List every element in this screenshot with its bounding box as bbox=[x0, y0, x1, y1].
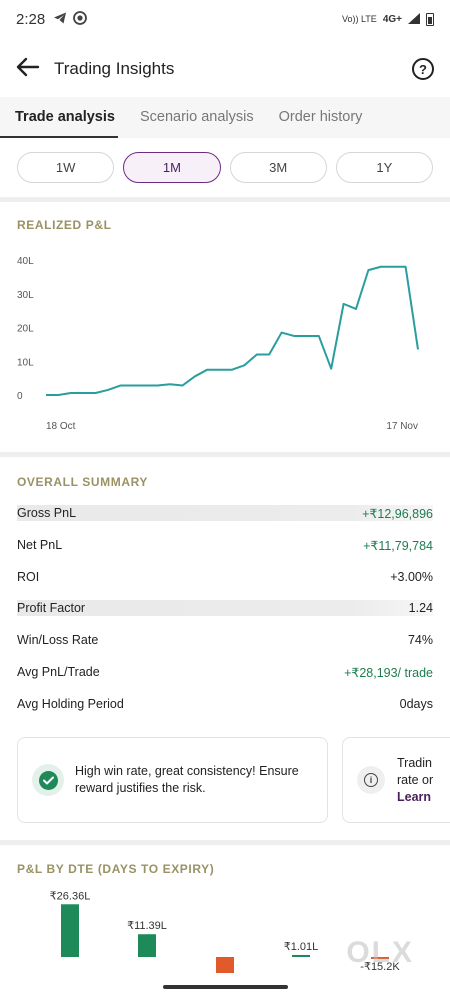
summary-value: 1.24 bbox=[408, 601, 433, 615]
summary-label: Avg PnL/Trade bbox=[17, 665, 100, 679]
question-circle-icon[interactable]: ? bbox=[412, 58, 434, 80]
realized-pl-title: REALIZED P&L bbox=[17, 218, 112, 232]
y-tick-label: 20L bbox=[17, 324, 34, 335]
summary-label: Gross PnL bbox=[17, 506, 77, 520]
summary-value: +₹28,193/ trade bbox=[344, 665, 433, 680]
home-gesture-pill[interactable] bbox=[162, 985, 288, 989]
summary-label: ROI bbox=[17, 570, 40, 584]
signal-icon bbox=[408, 12, 420, 26]
x-tick-label: 17 Nov bbox=[386, 421, 418, 432]
info-circle-icon: i bbox=[357, 766, 385, 794]
period-selector: 1W 1M 3M 1Y bbox=[17, 152, 433, 183]
dte-bar-chart: ₹26.36L ₹11.39L ₹1.01L -₹15.2K bbox=[50, 890, 400, 973]
network-label: 4G+ bbox=[382, 13, 402, 25]
status-bar: 2:28 Vo)) LTE 4G+ bbox=[0, 0, 450, 38]
tab-bar: Trade analysis Scenario analysis Order h… bbox=[0, 97, 450, 138]
insight-card[interactable]: High win rate, great consistency! Ensure… bbox=[17, 737, 328, 823]
summary-value: 74% bbox=[407, 633, 433, 647]
period-1m-button[interactable]: 1M bbox=[123, 152, 221, 183]
insight-line: rate or bbox=[397, 772, 434, 787]
overall-summary-title: OVERALL SUMMARY bbox=[17, 475, 149, 489]
volte-label: Vo)) LTE bbox=[341, 14, 377, 24]
summary-row-avg-pnl-trade: Avg PnL/Trade +₹28,193/ trade bbox=[17, 664, 433, 680]
y-tick-label: 30L bbox=[17, 290, 34, 301]
section-divider bbox=[0, 452, 450, 457]
tab-order-history[interactable]: Order history bbox=[278, 109, 363, 125]
y-tick-label: 10L bbox=[17, 357, 34, 368]
dte-bar bbox=[292, 954, 310, 957]
y-tick-label: 40L bbox=[17, 256, 34, 267]
dte-bar-label: ₹11.39L bbox=[127, 920, 167, 932]
section-divider bbox=[0, 840, 450, 845]
insight-card[interactable]: i Tradin rate or Learn bbox=[342, 737, 450, 823]
dte-title: P&L BY DTE (DAYS TO EXPIRY) bbox=[17, 862, 215, 876]
summary-row-profit-factor: Profit Factor 1.24 bbox=[17, 600, 433, 616]
check-circle-icon bbox=[32, 764, 64, 796]
dte-bar bbox=[138, 934, 156, 957]
summary-row-net-pnl: Net PnL +₹11,79,784 bbox=[17, 537, 433, 553]
whatsapp-icon bbox=[73, 10, 88, 28]
insight-text: Tradin rate or Learn bbox=[397, 755, 433, 806]
dte-bar bbox=[61, 904, 79, 957]
telegram-icon bbox=[53, 11, 67, 28]
pl-series-line bbox=[46, 265, 419, 396]
insight-line: Tradin bbox=[397, 755, 432, 770]
summary-row-roi: ROI +3.00% bbox=[17, 569, 433, 585]
summary-label: Net PnL bbox=[17, 538, 63, 552]
status-time: 2:28 bbox=[16, 10, 46, 28]
insight-text: High win rate, great consistency! Ensure… bbox=[75, 764, 299, 795]
dte-bar bbox=[371, 957, 389, 959]
summary-label: Avg Holding Period bbox=[17, 697, 124, 711]
status-right: Vo)) LTE 4G+ bbox=[341, 12, 434, 26]
page-title: Trading Insights bbox=[54, 59, 175, 78]
dte-bar-label: -₹15.2K bbox=[360, 961, 400, 973]
dte-bar-label: ₹1.01L bbox=[284, 941, 319, 953]
y-tick-label: 0 bbox=[17, 391, 23, 402]
summary-row-avg-holding-period: Avg Holding Period 0days bbox=[17, 696, 433, 712]
battery-icon bbox=[426, 12, 434, 26]
summary-value: +3.00% bbox=[390, 570, 433, 584]
summary-label: Profit Factor bbox=[17, 601, 86, 615]
summary-row-gross-pnl: Gross PnL +₹12,96,896 bbox=[17, 505, 433, 521]
summary-value: +₹11,79,784 bbox=[363, 538, 433, 553]
summary-value: +₹12,96,896 bbox=[362, 506, 433, 521]
olx-watermark: OLX bbox=[346, 936, 414, 969]
dte-bar bbox=[216, 957, 234, 973]
section-divider bbox=[0, 197, 450, 202]
arrow-left-icon[interactable] bbox=[16, 57, 40, 82]
app-header: Trading Insights ? bbox=[0, 50, 450, 88]
realized-pl-chart: 40L 30L 20L 10L 0 18 Oct 17 Nov bbox=[17, 256, 419, 432]
dte-bar-label: ₹26.36L bbox=[50, 890, 91, 902]
system-nav-bar bbox=[0, 974, 450, 1000]
summary-row-win-loss-rate: Win/Loss Rate 74% bbox=[17, 632, 433, 648]
tab-scenario-analysis[interactable]: Scenario analysis bbox=[139, 109, 254, 125]
period-1w-button[interactable]: 1W bbox=[17, 152, 115, 183]
tab-trade-analysis[interactable]: Trade analysis bbox=[0, 97, 118, 138]
learn-more-link[interactable]: Learn bbox=[397, 789, 432, 804]
summary-value: 0days bbox=[399, 697, 433, 711]
x-tick-label: 18 Oct bbox=[46, 421, 76, 432]
summary-label: Win/Loss Rate bbox=[17, 633, 99, 647]
period-1y-button[interactable]: 1Y bbox=[335, 152, 433, 183]
period-3m-button[interactable]: 3M bbox=[229, 152, 327, 183]
